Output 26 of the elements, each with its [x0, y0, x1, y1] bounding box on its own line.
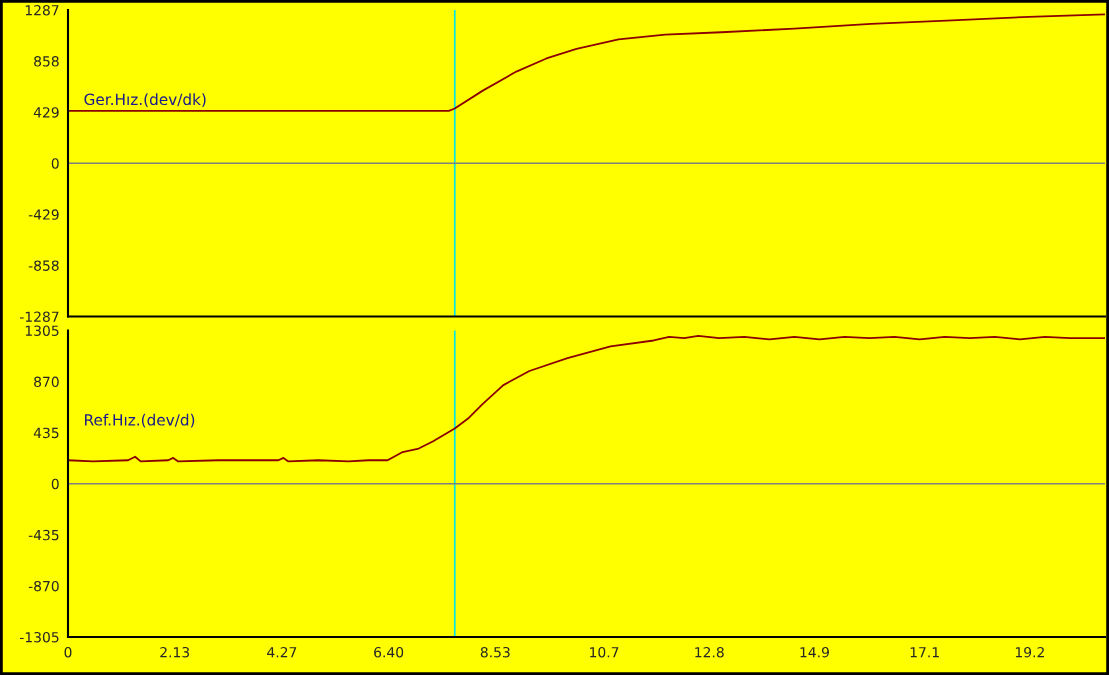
x-tick-label: 17.1: [910, 647, 939, 658]
y-tick-label: -435: [28, 529, 59, 541]
x-tick-label: 6.40: [374, 646, 404, 658]
y-tick-label: -1287: [19, 311, 59, 322]
y-tick-label: 0: [51, 478, 59, 490]
y-tick-label: 435: [33, 427, 59, 439]
x-tick-label: 2.13: [160, 646, 190, 658]
y-tick-label: 1305: [25, 325, 59, 336]
x-tick-label: 12.8: [695, 646, 724, 658]
x-tick-label: 10.7: [590, 646, 619, 658]
y-tick-label: 0: [51, 158, 59, 169]
y-tick-label: -870: [28, 580, 59, 592]
x-tick-label: 8.53: [480, 646, 510, 658]
y-tick-label: 1287: [25, 4, 59, 16]
y-tick-label: -1305: [19, 631, 59, 643]
y-tick-label: 870: [34, 376, 59, 388]
y-tick-label: -429: [28, 209, 59, 220]
x-tick-label: 19.2: [1015, 646, 1044, 658]
series-label: Ger.Hız.(dev/dk): [84, 93, 206, 107]
x-tick-label: 0: [64, 646, 72, 658]
y-tick-label: 858: [34, 56, 59, 67]
y-tick-label: 429: [33, 107, 59, 118]
x-tick-label: 14.9: [800, 646, 829, 658]
text: Ref.Hız.(dev/d): [85, 413, 195, 428]
x-tick-label: 4.27: [267, 646, 297, 658]
y-tick-label: -858: [28, 260, 59, 271]
